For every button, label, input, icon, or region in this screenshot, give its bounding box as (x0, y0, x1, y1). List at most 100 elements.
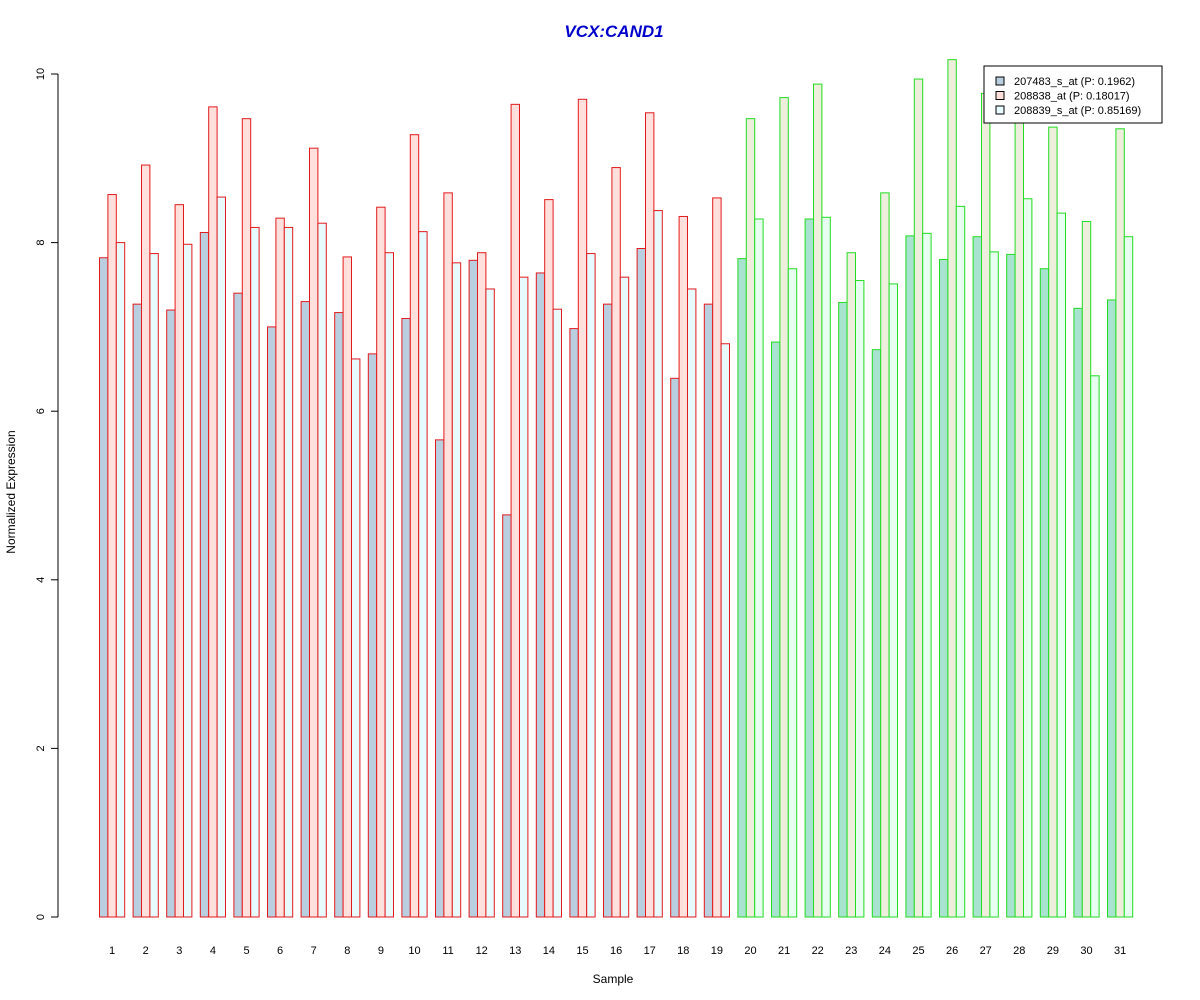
bar-sample-14-series-3 (552, 308, 562, 918)
bar-sample-6-series-2 (275, 217, 285, 918)
x-tick-label: 25 (912, 945, 924, 957)
bar-sample-24-series-3 (888, 283, 898, 918)
x-tick-label: 21 (778, 945, 790, 957)
x-tick-label: 24 (879, 945, 891, 957)
bar-sample-13-series-2 (510, 103, 521, 918)
bar-sample-5-series-3 (250, 226, 260, 918)
bar-sample-14-series-2 (544, 199, 554, 918)
legend-swatch (995, 105, 1005, 115)
x-tick-label: 13 (509, 945, 521, 957)
bar-sample-3-series-3 (183, 243, 193, 918)
bar-sample-9-series-1 (367, 353, 378, 918)
bar-sample-25-series-3 (922, 232, 932, 918)
bar-sample-28-series-2 (1014, 107, 1024, 918)
bar-sample-15-series-1 (569, 328, 579, 918)
x-axis-tick-labels: 1 2 3 4 5 6 7 8 9 10 11 12 13 14 15 16 17 18 19 20 21 22 23 24 2… (109, 945, 1126, 957)
bar-sample-23-series-3 (855, 280, 865, 918)
bar-sample-29-series-1 (1039, 268, 1050, 918)
bar-sample-10-series-1 (401, 317, 411, 918)
legend-swatch (995, 91, 1005, 100)
bar-sample-11-series-2 (443, 192, 453, 918)
bar-sample-11-series-3 (451, 262, 462, 918)
x-tick-label: 31 (1114, 945, 1126, 957)
bar-sample-21-series-2 (779, 97, 789, 918)
y-tick-label: 2 (35, 745, 47, 751)
bar-sample-21-series-1 (771, 341, 781, 918)
bar-sample-7-series-2 (309, 147, 319, 918)
x-tick-label: 5 (243, 945, 249, 957)
bar-sample-25-series-2 (913, 78, 924, 918)
legend-entry: 208838_at (P: 0.18017) (1014, 91, 1130, 103)
bar-sample-27-series-3 (989, 251, 999, 918)
bar-sample-7-series-1 (300, 301, 311, 918)
y-axis: 0 2 4 6 8 10 (35, 68, 59, 920)
bar-sample-30-series-3 (1090, 375, 1100, 918)
bar-sample-25-series-1 (905, 235, 915, 918)
bar-sample-30-series-2 (1081, 221, 1092, 918)
bar-sample-8-series-3 (351, 358, 361, 918)
bar-sample-18-series-1 (670, 377, 680, 918)
x-tick-label: 10 (408, 945, 420, 957)
bar-sample-22-series-3 (821, 216, 831, 918)
x-tick-label: 4 (210, 945, 216, 957)
legend: 207483_s_at (P: 0.1962) 208838_at (P: 0.1… (983, 65, 1163, 124)
bar-sample-3-series-1 (166, 309, 176, 918)
bar-sample-31-series-3 (1123, 236, 1134, 918)
bar-sample-28-series-1 (1006, 253, 1016, 918)
y-tick-label: 8 (35, 240, 47, 246)
bars (99, 59, 1134, 918)
y-tick-label: 6 (35, 408, 47, 414)
x-tick-label: 6 (277, 945, 283, 957)
bar-sample-16-series-2 (611, 167, 621, 918)
bar-sample-16-series-3 (619, 276, 630, 918)
bar-sample-23-series-1 (838, 301, 848, 918)
bar-sample-1-series-2 (107, 194, 117, 918)
bar-sample-17-series-1 (636, 248, 646, 918)
bar-sample-21-series-3 (787, 268, 798, 918)
bar-sample-20-series-3 (754, 218, 764, 918)
bar-sample-15-series-2 (577, 98, 588, 918)
bar-sample-20-series-2 (745, 118, 756, 918)
bar-sample-12-series-1 (468, 259, 479, 918)
y-axis-label: Normalized Expression (4, 430, 18, 553)
x-tick-label: 17 (644, 945, 656, 957)
bar-sample-23-series-2 (846, 252, 856, 918)
legend-entry: 207483_s_at (P: 0.1962) (1014, 76, 1135, 88)
y-tick-label: 4 (35, 577, 47, 583)
bar-sample-22-series-1 (804, 218, 814, 918)
bar-sample-4-series-1 (199, 231, 210, 918)
bar-sample-29-series-2 (1048, 126, 1058, 918)
bar-sample-24-series-2 (880, 192, 890, 918)
bar-sample-18-series-2 (678, 215, 688, 918)
bar-sample-7-series-3 (317, 222, 327, 918)
bar-sample-28-series-3 (1023, 198, 1033, 918)
bar-sample-27-series-2 (981, 92, 991, 918)
bar-sample-6-series-1 (267, 326, 277, 918)
chart-title: VCX:CAND1 (564, 22, 663, 41)
x-tick-label: 15 (576, 945, 588, 957)
x-tick-label: 20 (744, 945, 756, 957)
bar-sample-3-series-2 (174, 204, 185, 918)
x-tick-label: 12 (476, 945, 488, 957)
bar-sample-10-series-2 (409, 134, 420, 918)
bar-sample-19-series-2 (712, 197, 722, 918)
bar-sample-4-series-2 (208, 106, 218, 918)
y-tick-label: 10 (35, 68, 47, 80)
x-tick-label: 16 (610, 945, 622, 957)
bar-sample-17-series-2 (645, 112, 655, 918)
x-tick-label: 22 (812, 945, 824, 957)
legend-box (983, 65, 1163, 124)
x-tick-label: 2 (143, 945, 149, 957)
x-tick-label: 9 (378, 945, 384, 957)
bar-sample-15-series-3 (586, 253, 596, 918)
bar-sample-5-series-2 (241, 118, 252, 918)
bar-sample-12-series-3 (485, 288, 495, 918)
bar-sample-2-series-1 (132, 303, 143, 918)
x-tick-label: 19 (711, 945, 723, 957)
bar-sample-26-series-1 (939, 258, 949, 918)
bar-sample-4-series-3 (216, 196, 227, 918)
bar-sample-13-series-3 (519, 276, 529, 918)
bar-sample-6-series-3 (283, 226, 294, 918)
x-tick-label: 30 (1080, 945, 1092, 957)
bar-sample-22-series-2 (813, 83, 823, 918)
